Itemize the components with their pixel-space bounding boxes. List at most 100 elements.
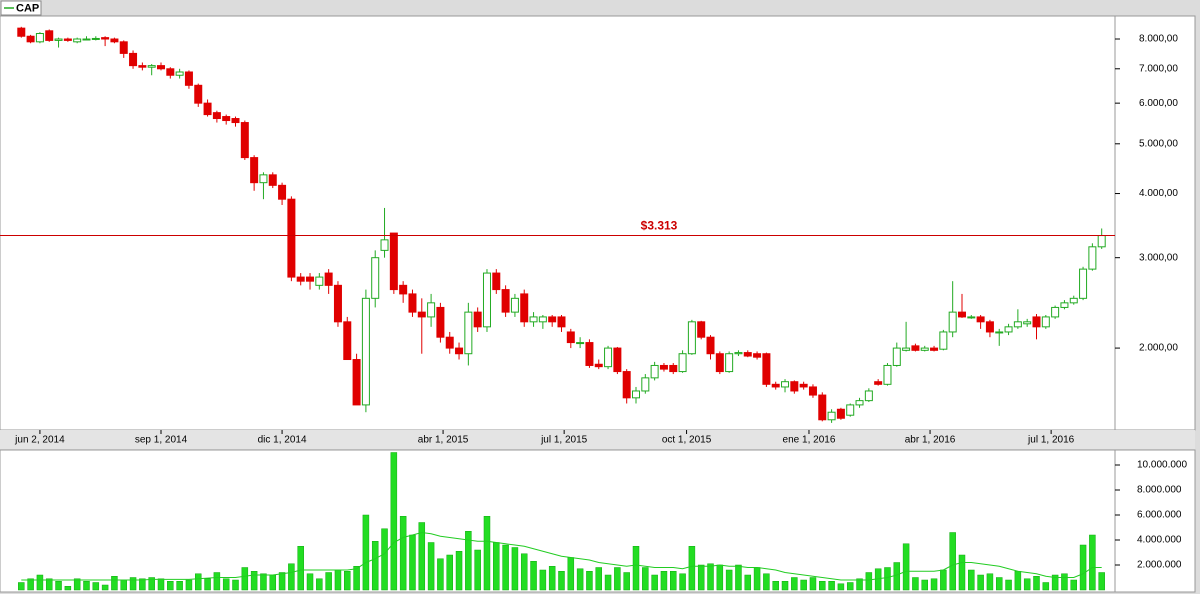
candle-body xyxy=(548,316,557,323)
x-tick-label: abr 1, 2016 xyxy=(905,435,956,446)
candle-body xyxy=(408,293,417,313)
volume-bar xyxy=(260,573,267,591)
volume-bar xyxy=(912,577,919,591)
volume-bar xyxy=(344,571,351,591)
volume-bar xyxy=(241,567,249,591)
candle-body xyxy=(687,321,696,355)
candle-body xyxy=(930,347,939,351)
candle-body xyxy=(91,37,100,40)
volume-bar xyxy=(614,567,621,591)
candle-body xyxy=(455,347,464,355)
candle-body xyxy=(324,272,333,286)
volume-bar xyxy=(958,554,966,591)
candle-body xyxy=(883,364,892,385)
candle-body xyxy=(864,390,873,402)
candle-body xyxy=(306,276,315,282)
candle-body xyxy=(613,347,622,373)
volume-bar xyxy=(222,578,230,591)
candle-body xyxy=(781,381,790,388)
candle-body xyxy=(1079,268,1088,299)
candle-body xyxy=(520,293,529,323)
volume-bar xyxy=(707,563,714,591)
volume-bar xyxy=(623,572,630,591)
volume-bar xyxy=(632,546,640,591)
y-tick-label: 2.000,00 xyxy=(1139,343,1178,354)
candle-body xyxy=(995,331,1004,334)
volume-bar xyxy=(269,574,277,591)
volume-bar xyxy=(884,567,891,591)
candle-body xyxy=(166,68,175,76)
volume-bar xyxy=(940,569,947,591)
candle-body xyxy=(641,377,650,392)
y-tick-label: 5.000,00 xyxy=(1139,138,1178,149)
volume-bar xyxy=(642,567,649,591)
candle-body xyxy=(464,311,473,355)
volume-bar xyxy=(539,569,547,591)
candle-body xyxy=(17,27,26,37)
candle-body xyxy=(585,342,594,366)
volume-bar xyxy=(465,531,472,591)
candle-body xyxy=(1023,321,1032,325)
volume-bar xyxy=(837,583,845,591)
volume-bar xyxy=(390,452,398,591)
x-tick-label: sep 1, 2014 xyxy=(135,435,188,446)
candle-body xyxy=(846,404,855,416)
candle-body xyxy=(399,284,408,295)
volume-bar xyxy=(1098,572,1105,591)
volume-bar xyxy=(1005,579,1012,591)
volume-bar xyxy=(195,573,202,591)
candle-body xyxy=(874,381,883,385)
candle-body xyxy=(63,38,72,41)
candle-body xyxy=(389,232,398,291)
volume-bar xyxy=(18,582,25,591)
volume-bar xyxy=(297,546,304,591)
candle-body xyxy=(175,71,184,76)
candle-body xyxy=(1051,306,1060,318)
candle-body xyxy=(445,336,454,349)
candle-body xyxy=(576,342,585,345)
volume-bar xyxy=(725,569,733,591)
volume-bar xyxy=(772,581,779,591)
candle-body xyxy=(278,184,287,200)
candle-body xyxy=(1060,302,1069,308)
volume-bar xyxy=(1061,573,1068,591)
candle-body xyxy=(380,239,389,251)
volume-bar xyxy=(474,549,481,591)
candle-body xyxy=(250,157,259,184)
candle-body xyxy=(827,411,836,421)
candle-body xyxy=(26,35,35,43)
y-tick-label: 7.000,00 xyxy=(1139,63,1178,74)
volume-bar xyxy=(1079,544,1087,591)
candle-body xyxy=(352,359,361,406)
volume-bar xyxy=(55,581,62,591)
volume-bar xyxy=(427,542,435,591)
candle-body xyxy=(417,311,426,318)
y-tick-label: 3.000,00 xyxy=(1139,252,1178,263)
candle-body xyxy=(268,174,277,186)
candle-body xyxy=(957,311,966,318)
volume-bar xyxy=(1070,579,1078,591)
volume-bar xyxy=(185,579,193,591)
candle-body xyxy=(184,71,193,86)
candle-body xyxy=(734,352,743,355)
volume-bar xyxy=(483,516,491,591)
volume-bar xyxy=(371,541,379,591)
y2-tick-label: 6.000.000 xyxy=(1137,510,1182,521)
candle-body xyxy=(82,38,91,41)
volume-bar xyxy=(660,571,668,591)
volume-bar xyxy=(586,571,593,591)
volume-bar xyxy=(735,564,742,591)
volume-bar xyxy=(902,543,910,591)
candle-body xyxy=(669,364,678,373)
price-panel xyxy=(0,15,1116,431)
y2-tick-label: 8.000.000 xyxy=(1137,485,1182,496)
candle-body xyxy=(156,65,165,70)
volume-bar xyxy=(362,514,370,591)
candle-body xyxy=(296,276,305,282)
candle-body xyxy=(436,306,445,338)
volume-bar xyxy=(800,579,807,591)
candle-body xyxy=(119,41,128,54)
x-tick-label: jun 2, 2014 xyxy=(14,435,65,446)
volume-bar xyxy=(809,577,817,591)
